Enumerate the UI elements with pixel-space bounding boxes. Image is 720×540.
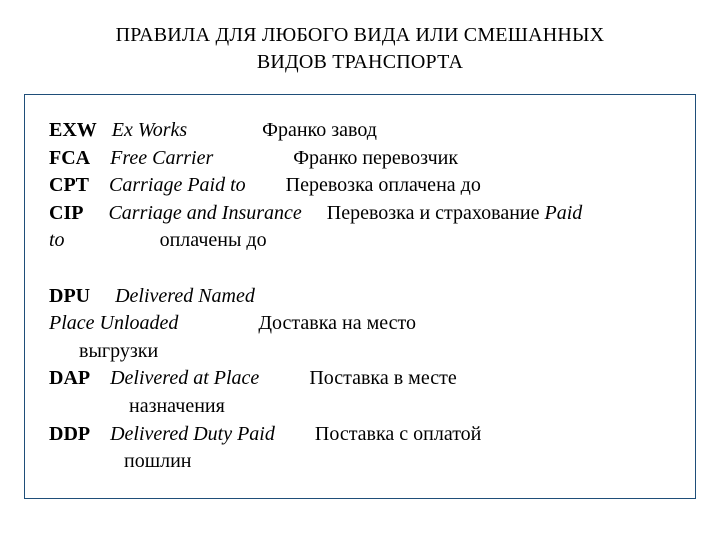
term-code: EXW — [49, 119, 97, 141]
term-dpu: DPU Delivered Named — [49, 283, 675, 311]
term-russian-cont: пошлин — [124, 450, 192, 472]
term-exw: EXW Ex Works Франко завод — [49, 117, 675, 145]
term-russian-cont: оплачены до — [160, 229, 267, 251]
term-english: Ex Works — [112, 119, 187, 141]
term-dpu-cont: выгрузки — [49, 338, 675, 366]
term-english: Carriage Paid to — [109, 174, 246, 196]
term-russian: Поставка с оплатой — [315, 423, 482, 445]
term-russian: Франко перевозчик — [293, 147, 458, 169]
document-title: ПРАВИЛА ДЛЯ ЛЮБОГО ВИДА ИЛИ СМЕШАННЫХ ВИ… — [0, 0, 720, 94]
term-code: CIP — [49, 202, 83, 224]
term-ddp: DDP Delivered Duty Paid Поставка с оплат… — [49, 421, 675, 449]
term-dap: DAP Delivered at Place Поставка в месте — [49, 365, 675, 393]
term-dpu-line2: Place Unloaded Доставка на место — [49, 310, 675, 338]
term-russian: Доставка на место — [258, 312, 416, 334]
term-dap-cont: назначения — [49, 393, 675, 421]
term-english: Delivered Duty Paid — [110, 423, 275, 445]
term-cpt: CPT Carriage Paid to Перевозка оплачена … — [49, 172, 675, 200]
term-code: DDP — [49, 423, 90, 445]
title-line-2: ВИДОВ ТРАНСПОРТА — [257, 51, 463, 73]
title-line-1: ПРАВИЛА ДЛЯ ЛЮБОГО ВИДА ИЛИ СМЕШАННЫХ — [116, 24, 605, 46]
term-russian-cont: выгрузки — [79, 340, 158, 362]
term-english-line2: Place Unloaded — [49, 312, 178, 334]
terms-box: EXW Ex Works Франко завод FCA Free Carri… — [24, 94, 696, 499]
term-english-line1: Delivered Named — [115, 285, 255, 307]
term-russian-part1: Перевозка и страхование — [327, 202, 540, 224]
term-code: FCA — [49, 147, 90, 169]
term-ddp-cont: пошлин — [49, 448, 675, 476]
term-russian: Перевозка оплачена до — [286, 174, 481, 196]
term-code: CPT — [49, 174, 89, 196]
term-cip: CIP Carriage and Insurance Перевозка и с… — [49, 200, 675, 255]
term-english: Free Carrier — [110, 147, 213, 169]
term-english-part1: Carriage and Insurance — [108, 202, 301, 224]
term-code: DPU — [49, 285, 90, 307]
term-english: Delivered at Place — [110, 367, 259, 389]
blank-line — [49, 255, 675, 283]
term-russian: Поставка в месте — [309, 367, 456, 389]
term-russian: Франко завод — [262, 119, 377, 141]
term-fca: FCA Free Carrier Франко перевозчик — [49, 145, 675, 173]
term-russian-cont: назначения — [129, 395, 225, 417]
term-code: DAP — [49, 367, 90, 389]
